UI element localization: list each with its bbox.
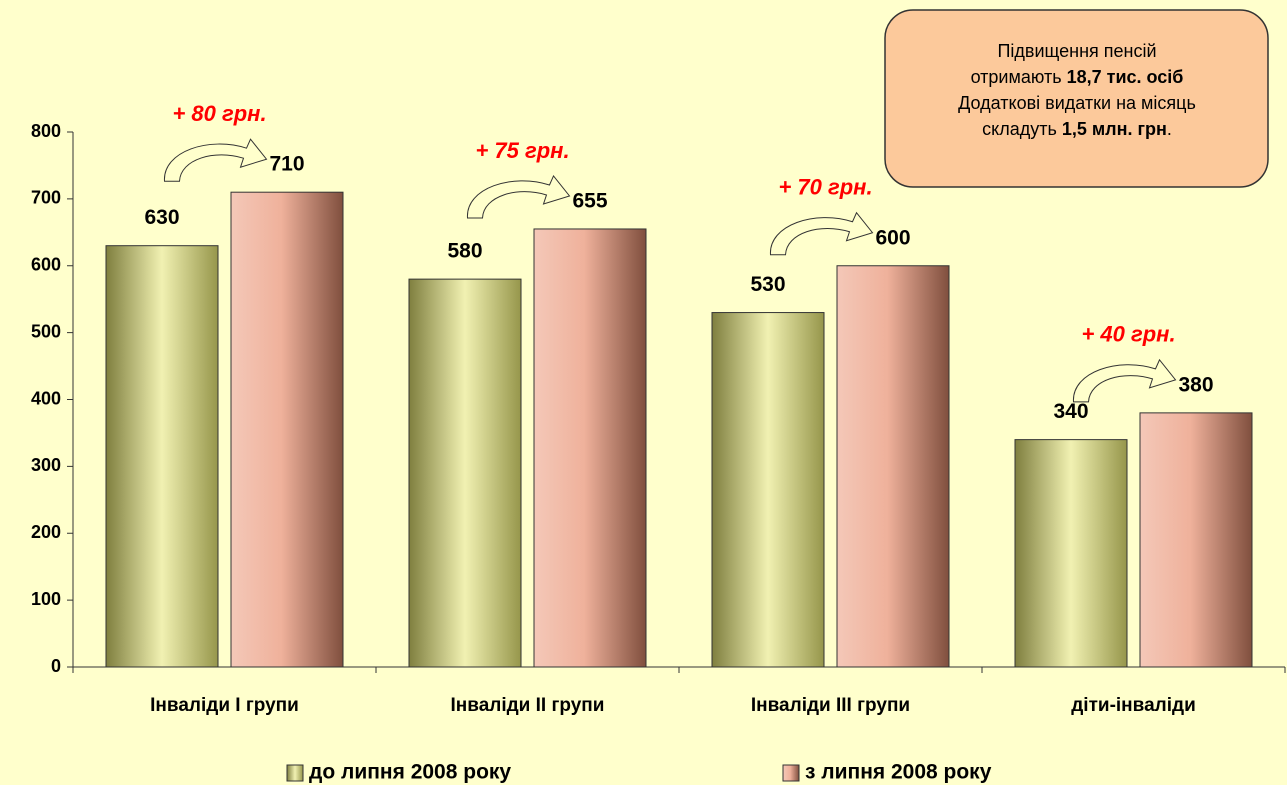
bar [1014,439,1128,668]
note-line: Додаткові видатки на місяць [958,93,1196,113]
legend-swatch [782,764,800,782]
legend-swatch [286,764,304,782]
value-label: 530 [750,273,785,296]
x-tick-label: Інваліди II групи [451,695,605,716]
legend-label: з липня 2008 року [805,761,992,784]
y-tick-label: 400 [31,388,61,408]
value-label: 340 [1053,400,1088,423]
legend-label: до липня 2008 року [309,761,511,784]
note-text: . [1167,119,1172,139]
x-tick-label: діти-інваліди [1071,695,1196,716]
note-text: отримають [971,67,1067,87]
y-tick-label: 600 [31,255,61,275]
value-label: 380 [1178,373,1213,396]
y-tick-label: 300 [31,455,61,475]
y-tick-label: 800 [31,121,61,141]
value-label: 630 [144,206,179,229]
note-text: Підвищення пенсій [997,41,1156,61]
y-tick-label: 700 [31,188,61,208]
increase-arrow [163,138,268,182]
increase-annotation: + 80 грн. [172,101,266,126]
note-text: Додаткові видатки на місяць [958,93,1196,113]
note-text: 1,5 млн. грн [1062,119,1167,139]
x-tick-label: Інваліди I групи [150,695,299,716]
bar [711,312,825,668]
x-tick-label: Інваліди III групи [751,695,910,716]
increase-annotation: + 40 грн. [1081,322,1175,347]
y-tick-label: 100 [31,589,61,609]
increase-arrow [466,175,571,219]
bar [230,191,344,668]
value-label: 655 [572,190,607,213]
y-tick-label: 0 [51,656,61,676]
note-box [884,9,1269,188]
value-label: 710 [269,153,304,176]
note-line: складуть 1,5 млн. грн. [982,119,1172,139]
bar [105,245,219,668]
increase-arrow [769,211,874,256]
note-text: 18,7 тис. осіб [1067,67,1184,87]
bar [408,278,522,668]
value-label: 600 [875,226,910,249]
increase-arrow [1072,358,1177,403]
note-text: складуть [982,119,1062,139]
y-tick-label: 500 [31,321,61,341]
bar [836,265,950,668]
increase-annotation: + 70 грн. [778,175,872,200]
note-line: Підвищення пенсій [997,41,1156,61]
y-tick-label: 200 [31,522,61,542]
increase-annotation: + 75 грн. [475,138,569,163]
bar [533,228,647,668]
note-line: отримають 18,7 тис. осіб [971,67,1184,87]
value-label: 580 [447,240,482,263]
bar [1139,412,1253,668]
